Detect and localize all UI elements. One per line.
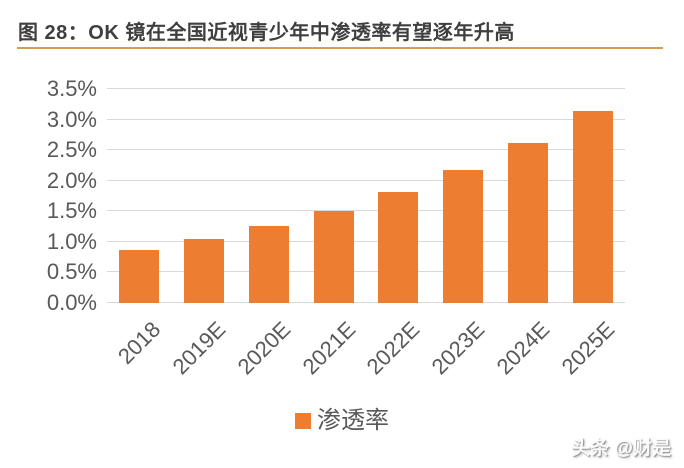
- gridline: [107, 88, 625, 89]
- gridline: [107, 210, 625, 212]
- bar-slot: [301, 89, 366, 303]
- bar-2021E: [313, 210, 354, 303]
- legend-label: 渗透率: [317, 407, 389, 434]
- bar-slot: [560, 89, 625, 303]
- y-axis-tick-label: 3.5%: [46, 76, 97, 101]
- bar-slot: [366, 89, 431, 303]
- bar-2022E: [378, 191, 419, 303]
- chart-legend: 渗透率: [0, 408, 684, 434]
- y-axis-tick-label: 1.5%: [46, 198, 97, 224]
- bar-2025E: [572, 111, 613, 303]
- title-underline: [17, 47, 663, 49]
- y-axis-tick-label: 2.0%: [46, 167, 97, 193]
- y-axis-tick-label: 0.5%: [46, 259, 97, 285]
- gridline: [107, 149, 625, 151]
- bar-2018: [119, 249, 160, 303]
- figure-title: 图 28：OK 镜在全国近视青少年中渗透率有望逐年升高: [18, 22, 515, 44]
- legend-swatch-icon: [295, 413, 311, 429]
- gridline: [107, 118, 625, 120]
- y-axis-tick-label: 3.0%: [46, 106, 97, 132]
- gridline: [107, 302, 625, 303]
- watermark: 头条 @财是: [571, 438, 671, 459]
- y-axis: 0.0% 0.5% 1.0% 1.5% 2.0% 2.5% 3.0% 3.5%: [0, 78, 97, 314]
- plot-area: [107, 88, 625, 303]
- x-axis: 2018 2019E 2020E 2021E 2022E 2023E 2024E 2025E: [107, 303, 625, 388]
- y-axis-tick-label: 0.0%: [46, 290, 97, 315]
- bar-2024E: [507, 142, 548, 303]
- bar-2020E: [248, 225, 289, 303]
- bar-slot: [172, 89, 237, 303]
- bar-slot: [107, 89, 172, 303]
- bar-2019E: [184, 238, 225, 303]
- bar-slot: [237, 89, 302, 303]
- bar-2023E: [443, 169, 484, 303]
- bar-slot: [496, 89, 561, 303]
- gridline: [107, 271, 625, 273]
- gridline: [107, 179, 625, 181]
- gridline: [107, 240, 625, 242]
- y-axis-tick-label: 2.5%: [46, 137, 97, 163]
- bar-series: [107, 89, 625, 303]
- bar-slot: [431, 89, 496, 303]
- y-axis-tick-label: 1.0%: [46, 228, 97, 254]
